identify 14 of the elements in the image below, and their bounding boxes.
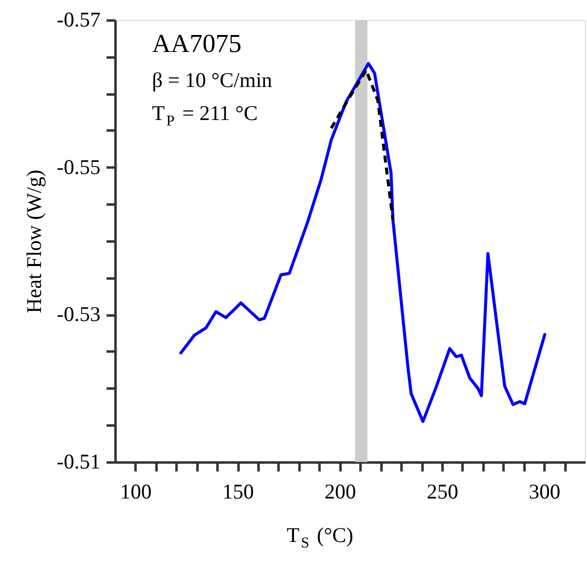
annotation: AA7075: [152, 29, 242, 58]
x-tick-label: 200: [324, 480, 356, 504]
y-tick-label: -0.57: [56, 8, 100, 32]
y-tick-label: -0.55: [56, 154, 100, 179]
line-series: [330, 68, 394, 222]
x-tick-label: 300: [528, 480, 560, 504]
annotation: β = 10 °C/min: [152, 68, 273, 92]
line-series: [179, 62, 546, 423]
y-tick-label: -0.51: [56, 450, 100, 474]
x-tick-label: 150: [222, 480, 254, 504]
y-tick-label: -0.53: [56, 302, 100, 326]
y-axis-title: Heat Flow (W/g): [22, 170, 46, 314]
x-tick-label: 100: [120, 480, 152, 504]
x-tick-label: 250: [426, 480, 458, 504]
